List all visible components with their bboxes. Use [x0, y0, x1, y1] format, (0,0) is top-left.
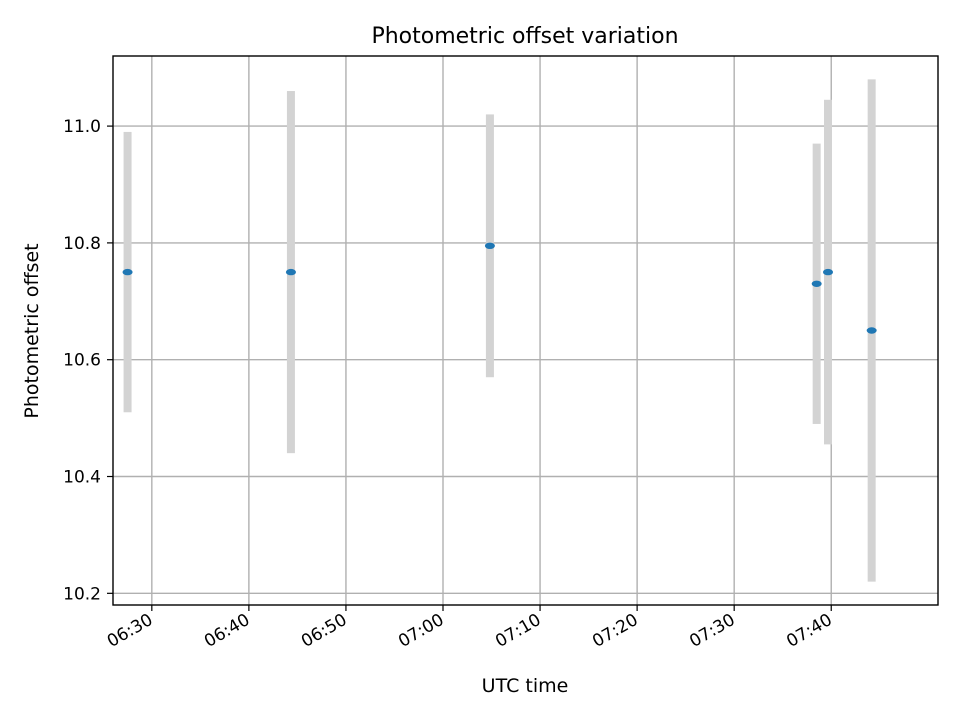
data-point: [122, 268, 133, 276]
data-points: [122, 242, 877, 334]
grid: [113, 56, 938, 605]
y-tick-label: 10.4: [63, 468, 101, 488]
axis-ticks: 06:30 06:40 06:50 07:00 07:10 07:20 07:30 07:40…: [63, 117, 836, 652]
data-point: [866, 327, 877, 334]
x-tick-label: 07:10: [492, 610, 544, 652]
x-tick-label: 07:20: [589, 610, 641, 652]
y-tick-label: 10.2: [63, 584, 101, 604]
x-tick-label: 06:40: [201, 610, 253, 652]
data-point: [484, 242, 495, 250]
x-tick-label: 07:30: [686, 610, 738, 652]
x-axis-label: UTC time: [482, 675, 569, 697]
error-bars: [123, 79, 876, 582]
data-point: [811, 280, 822, 287]
x-tick-label: 07:00: [395, 610, 447, 652]
chart-title: Photometric offset variation: [371, 24, 678, 49]
plot-frame: [112, 55, 939, 606]
y-tick-label: 11.0: [63, 117, 101, 137]
y-tick-label: 10.6: [63, 351, 101, 371]
x-tick-label: 06:50: [298, 610, 350, 652]
x-tick-label: 06:30: [104, 610, 156, 652]
y-axis-label: Photometric offset: [21, 243, 43, 418]
x-tick-label: 07:40: [783, 610, 835, 652]
data-point: [823, 268, 833, 276]
y-tick-label: 10.8: [63, 234, 101, 254]
data-point: [285, 268, 296, 276]
